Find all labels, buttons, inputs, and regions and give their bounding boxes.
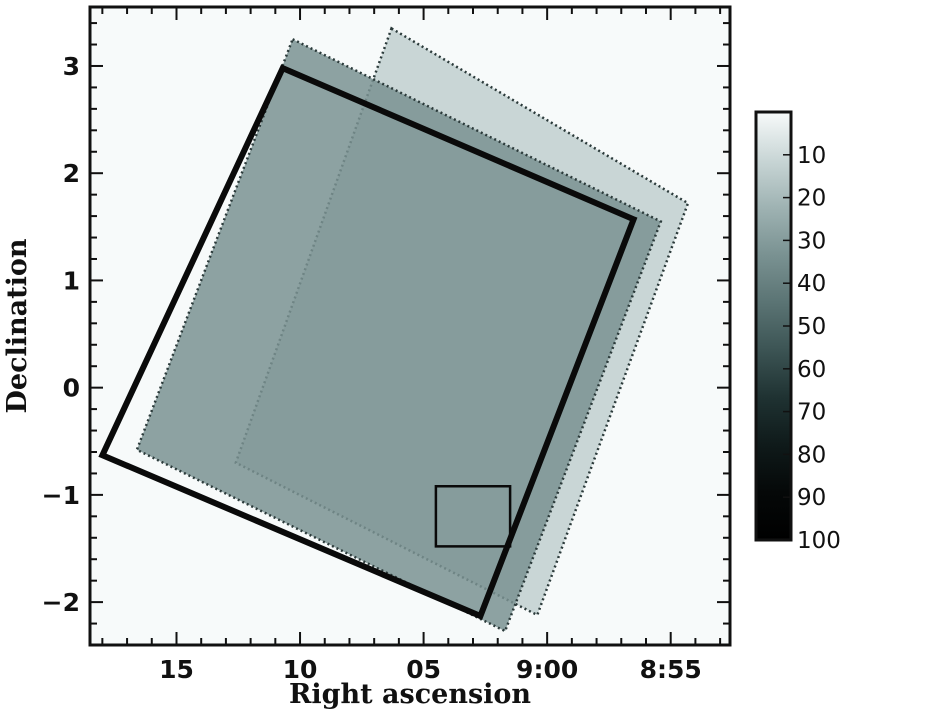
colorbar-label: 20	[797, 186, 826, 212]
y-tick-label: −2	[42, 588, 80, 617]
x-tick-label: 9:00	[516, 655, 578, 684]
y-tick-labels: 3 2 1 0 −1 −2	[42, 52, 80, 617]
x-axis-title: Right ascension	[289, 679, 531, 710]
x-tick-label: 05	[406, 655, 441, 684]
colorbar-label: 10	[797, 143, 826, 169]
outline-large-field	[98, 64, 638, 620]
colorbar-labels: 10 20 30 40 50 60 70 80 90 100	[783, 143, 841, 554]
y-tick-label: 0	[63, 374, 80, 403]
y-axis-title: Declination	[2, 238, 33, 413]
colorbar-label: 60	[797, 357, 826, 383]
plot-frame	[88, 5, 732, 647]
x-tick-label: 8:55	[640, 655, 702, 684]
x-tick-labels: 15 10 05 9:00 8:55	[159, 655, 702, 684]
colorbar-label: 40	[797, 271, 826, 297]
colorbar-label: 80	[797, 442, 826, 468]
y-tick-label: 3	[63, 52, 80, 81]
x-tick-label: 10	[283, 655, 318, 684]
y-tick-label: −1	[42, 481, 80, 510]
colorbar-label: 100	[797, 528, 841, 554]
colorbar-label: 90	[797, 485, 826, 511]
colorbar-label: 70	[797, 400, 826, 426]
outline-small-field	[434, 485, 512, 548]
y-tick-label: 2	[63, 159, 80, 188]
y-tick-label: 1	[63, 266, 80, 295]
colorbar-label: 30	[797, 228, 826, 254]
colorbar-label: 50	[797, 314, 826, 340]
axis-ticks	[90, 7, 730, 645]
outline-layer	[98, 64, 638, 620]
x-tick-label: 15	[159, 655, 194, 684]
